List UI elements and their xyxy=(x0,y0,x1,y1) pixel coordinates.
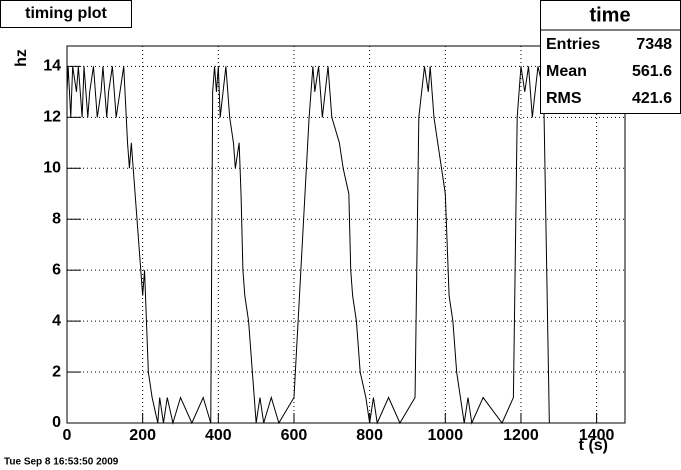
y-tick-label: 2 xyxy=(52,363,61,380)
data-line xyxy=(66,66,550,425)
y-tick-label: 14 xyxy=(43,58,61,75)
y-tick-label: 8 xyxy=(52,210,61,227)
x-tick-label: 400 xyxy=(205,427,232,444)
y-tick-label: 6 xyxy=(52,261,61,278)
title-box xyxy=(0,0,132,28)
stats-label: Mean xyxy=(546,63,587,80)
chart-title: timing plot xyxy=(25,5,107,22)
stats-value: 561.6 xyxy=(632,63,672,80)
x-tick-label: 1000 xyxy=(428,427,464,444)
x-tick-label: 600 xyxy=(281,427,308,444)
x-tick-label: 200 xyxy=(129,427,156,444)
y-tick-label: 10 xyxy=(43,159,61,176)
footer-date: Tue Sep 8 16:53:50 2009 xyxy=(4,457,119,468)
x-axis-label: t (s) xyxy=(579,437,608,454)
stats-label: Entries xyxy=(546,36,600,53)
stats-label: RMS xyxy=(546,90,582,107)
y-tick-label: 12 xyxy=(43,109,61,126)
y-tick-label: 4 xyxy=(52,312,61,329)
y-axis-label: hz xyxy=(13,49,30,67)
stats-value: 421.6 xyxy=(632,90,672,107)
x-tick-label: 1200 xyxy=(503,427,539,444)
stats-value: 7348 xyxy=(636,36,672,53)
stats-title: time xyxy=(589,4,630,26)
x-tick-label: 0 xyxy=(63,427,72,444)
x-tick-label: 800 xyxy=(356,427,383,444)
x-tick-label: 1400 xyxy=(579,427,615,444)
y-tick-label: 0 xyxy=(52,414,61,431)
